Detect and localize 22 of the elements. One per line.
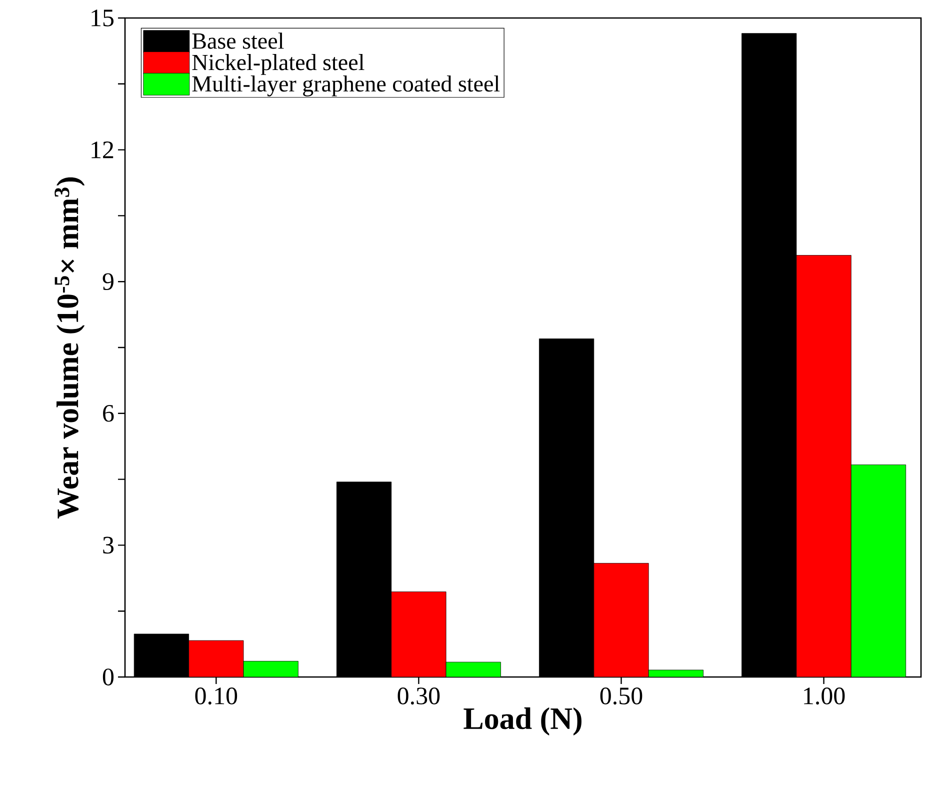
bar <box>594 563 649 677</box>
legend-label: Nickel-plated steel <box>192 54 364 75</box>
x-tick-label: 0.50 <box>600 688 642 705</box>
x-tick-label: 0.10 <box>195 688 238 705</box>
legend-label: Multi-layer graphene coated steel <box>192 75 500 96</box>
y-tick-label: 9 <box>102 273 114 290</box>
bar <box>243 661 298 677</box>
x-tick-label: 1.00 <box>804 688 845 705</box>
bar <box>850 464 906 677</box>
bar <box>446 662 501 677</box>
x-tick-label: 0.30 <box>398 688 440 705</box>
bar <box>796 255 852 677</box>
y-axis-title: Wear volume (10$^{-5}$× mm$^{3}$) <box>54 177 85 518</box>
bar <box>188 640 244 677</box>
bar <box>391 592 446 677</box>
y-tick-label: 12 <box>92 142 114 158</box>
y-tick-label: 0 <box>102 668 114 686</box>
y-tick-label: 6 <box>103 405 114 422</box>
x-axis-title: Load (N) <box>464 707 582 736</box>
y-tick-label: 3 <box>103 536 114 554</box>
legend-label: Base steel <box>192 32 284 49</box>
y-tick-label: 15 <box>92 10 114 26</box>
